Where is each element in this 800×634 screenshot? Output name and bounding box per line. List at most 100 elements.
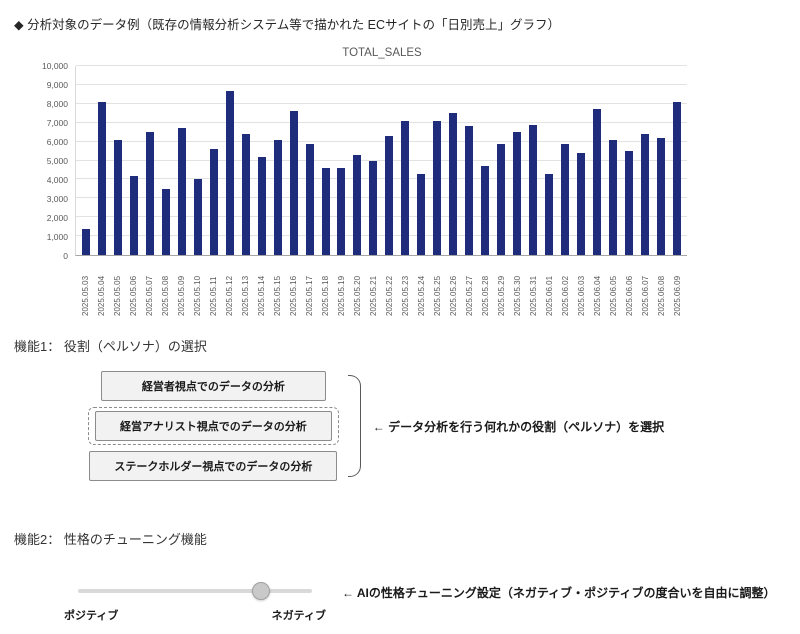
x-slot: 2025.05.07 xyxy=(142,259,158,316)
bar-slot xyxy=(621,66,637,255)
x-tick-label: 2025.05.18 xyxy=(321,275,330,316)
x-slot: 2025.06.01 xyxy=(542,259,558,316)
bar-slot xyxy=(270,66,286,255)
bar xyxy=(177,128,186,255)
bar xyxy=(545,173,554,255)
bar-slot xyxy=(557,66,573,255)
x-tick-label: 2025.05.08 xyxy=(161,275,170,316)
y-tick-label: 3,000 xyxy=(46,194,68,204)
x-slot: 2025.06.05 xyxy=(606,259,622,316)
bar xyxy=(369,160,378,255)
x-tick-label: 2025.05.09 xyxy=(177,275,186,316)
bar xyxy=(161,188,170,255)
x-tick-label: 2025.06.01 xyxy=(545,275,554,316)
x-slot: 2025.05.29 xyxy=(494,259,510,316)
x-slot: 2025.05.25 xyxy=(430,259,446,316)
bar-slot xyxy=(174,66,190,255)
bar-slot xyxy=(573,66,589,255)
slider-handle[interactable] xyxy=(251,582,270,600)
x-slot: 2025.06.04 xyxy=(590,259,606,316)
bar xyxy=(209,149,218,255)
bar xyxy=(481,166,490,255)
y-tick-label: 8,000 xyxy=(46,99,68,109)
bar-slot xyxy=(413,66,429,255)
bar xyxy=(577,152,586,255)
page-header: ◆ 分析対象のデータ例（既存の情報分析システム等で描かれた ECサイトの「日別売… xyxy=(14,18,561,32)
bar xyxy=(257,156,266,255)
bar-slot xyxy=(429,66,445,255)
persona-button[interactable]: ステークホルダー視点でのデータの分析 xyxy=(89,451,338,481)
bar xyxy=(513,132,522,255)
x-tick-label: 2025.05.13 xyxy=(241,275,250,316)
bar xyxy=(305,143,314,255)
chart-bars xyxy=(76,66,687,255)
x-tick-label: 2025.06.03 xyxy=(577,275,586,316)
x-slot: 2025.05.11 xyxy=(206,259,222,316)
gridline xyxy=(76,121,687,123)
bar xyxy=(672,101,681,255)
x-tick-label: 2025.05.07 xyxy=(145,275,154,316)
bar-slot xyxy=(397,66,413,255)
gridline xyxy=(76,65,687,66)
persona-buttons: 経営者視点でのデータの分析 経営アナリスト視点でのデータの分析 ステークホルダー視点… xyxy=(88,371,339,481)
x-slot: 2025.05.15 xyxy=(270,259,286,316)
x-tick-label: 2025.05.24 xyxy=(417,275,426,316)
x-slot: 2025.05.21 xyxy=(366,259,382,316)
group-bracket xyxy=(347,375,361,477)
persona-button[interactable]: 経営アナリスト視点でのデータの分析 xyxy=(95,411,332,441)
x-slot: 2025.05.27 xyxy=(462,259,478,316)
bar xyxy=(97,101,106,255)
chart-body: 0 1,000 2,000 3,000 4,000 5,000 6,000 7,000 8,00… xyxy=(30,61,690,261)
x-slot: 2025.05.28 xyxy=(478,259,494,316)
bar-slot xyxy=(461,66,477,255)
gridline xyxy=(76,140,687,142)
x-tick-label: 2025.06.06 xyxy=(625,275,634,316)
bar-slot xyxy=(318,66,334,255)
x-tick-label: 2025.06.07 xyxy=(641,275,650,316)
x-slot: 2025.05.20 xyxy=(350,259,366,316)
gridline xyxy=(76,197,687,199)
x-tick-label: 2025.05.03 xyxy=(81,275,90,316)
gridline xyxy=(76,216,687,218)
persona-wrapper: 経営者視点でのデータの分析 xyxy=(100,371,326,401)
bar-slot xyxy=(525,66,541,255)
x-slot: 2025.05.12 xyxy=(222,259,238,316)
bar xyxy=(433,120,442,255)
bar-slot xyxy=(477,66,493,255)
slider-left-label: ポジティブ xyxy=(64,610,119,622)
x-tick-label: 2025.05.10 xyxy=(193,275,202,316)
x-tick-label: 2025.05.11 xyxy=(209,276,218,316)
bar-slot xyxy=(302,66,318,255)
x-tick-label: 2025.06.04 xyxy=(593,275,602,316)
y-tick-label: 2,000 xyxy=(46,213,68,223)
chart-y-axis: 0 1,000 2,000 3,000 4,000 5,000 6,000 7,000 8,00… xyxy=(30,61,75,261)
x-slot: 2025.05.26 xyxy=(446,259,462,316)
x-slot: 2025.05.10 xyxy=(190,259,206,316)
bar xyxy=(81,228,90,255)
x-tick-label: 2025.05.05 xyxy=(113,275,122,316)
slider-labels: ポジティブ ネガティブ xyxy=(64,607,326,623)
x-tick-label: 2025.06.09 xyxy=(673,275,682,316)
slider-right-label: ネガティブ xyxy=(271,610,326,622)
bar-slot xyxy=(238,66,254,255)
bar xyxy=(417,173,426,255)
gridline xyxy=(76,83,687,85)
bar xyxy=(624,151,633,255)
bar xyxy=(129,175,138,255)
x-tick-label: 2025.05.27 xyxy=(465,275,474,316)
x-slot: 2025.05.03 xyxy=(78,259,94,316)
y-tick-label: 1,000 xyxy=(46,232,68,242)
bar-slot xyxy=(637,66,653,255)
bar xyxy=(273,139,282,255)
x-slot: 2025.05.06 xyxy=(126,259,142,316)
x-slot: 2025.05.04 xyxy=(94,259,110,316)
bar xyxy=(561,143,570,255)
bar-slot xyxy=(206,66,222,255)
bar xyxy=(592,109,601,255)
persona-button[interactable]: 経営者視点でのデータの分析 xyxy=(100,371,326,401)
x-tick-label: 2025.05.16 xyxy=(289,275,298,316)
x-slot: 2025.05.23 xyxy=(398,259,414,316)
slider-track[interactable] xyxy=(78,582,312,600)
x-slot: 2025.06.08 xyxy=(654,259,670,316)
